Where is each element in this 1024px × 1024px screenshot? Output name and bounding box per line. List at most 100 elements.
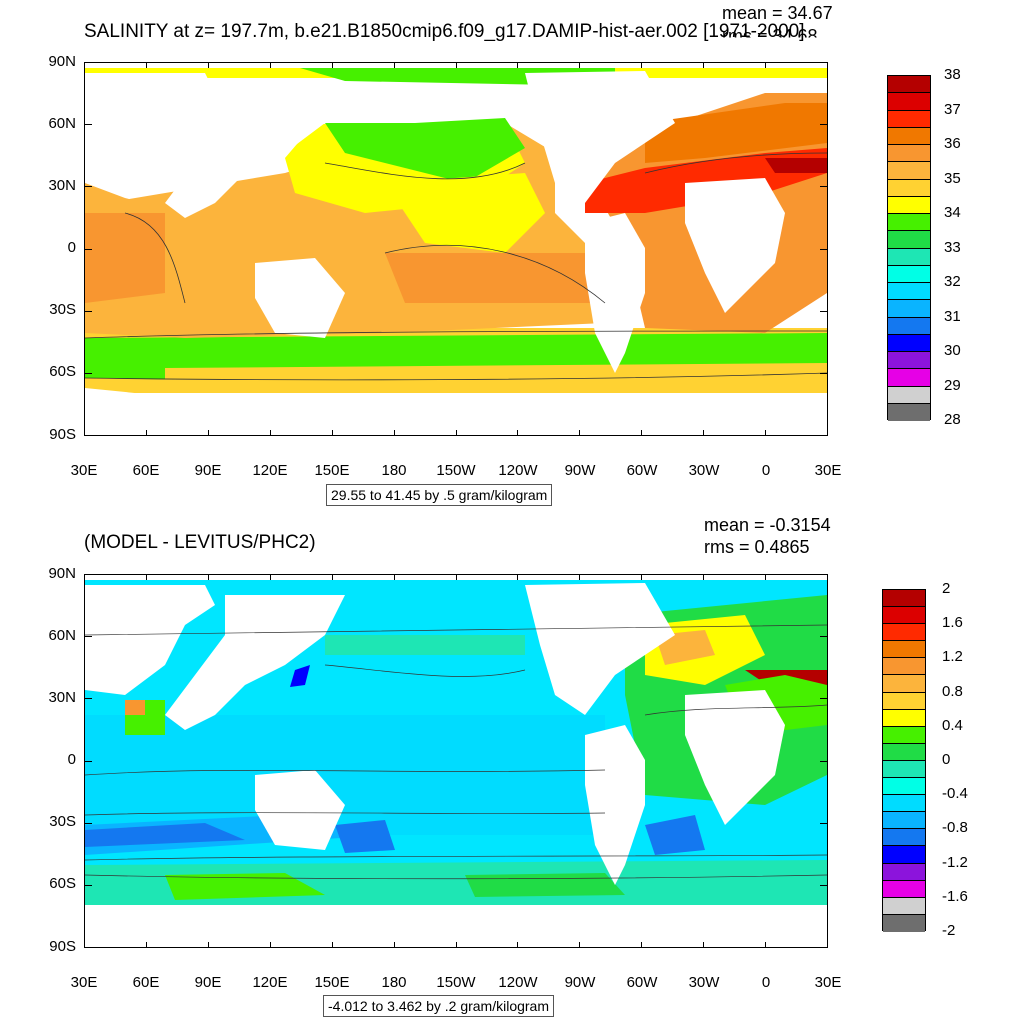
australia-land [255,258,345,338]
colorbar-swatch [883,914,925,932]
x-tick-label: 60E [132,974,160,991]
colorbar-swatch [888,214,930,232]
axis-tick [84,698,92,700]
axis-tick [269,574,271,580]
axis-tick [820,760,828,762]
axis-tick [84,310,92,312]
axis-tick [641,430,643,436]
colorbar-tick-label: 31 [944,307,961,325]
colorbar-swatch [883,795,925,813]
contour-range-note: 29.55 to 41.45 by .5 gram/kilogram [326,484,553,506]
axis-tick [84,430,85,436]
colorbar-swatch [888,248,930,266]
axis-tick [579,574,581,580]
axis-tick [84,62,85,68]
colorbar-swatch [883,880,925,898]
axis-tick [641,62,643,68]
salinity-map-plot [85,63,827,435]
axis-tick [820,124,828,126]
colorbar-swatch [888,386,930,404]
y-tick-label: 30S [49,813,76,830]
axis-tick [207,62,209,68]
axis-tick [765,574,767,580]
axis-tick [820,822,828,824]
page-subtitle: (MODEL - LEVITUS/PHC2) [84,532,316,553]
axis-tick [517,62,519,68]
colorbar-swatch [888,300,930,318]
axis-tick [145,942,147,948]
colorbar-tick-label: 0.8 [942,682,963,700]
colorbar-swatch [888,283,930,301]
axis-tick [84,574,85,580]
mean-value: mean = -0.3154 [704,515,831,535]
colorbar-swatch [883,675,925,693]
colorbar-tick-label: 28 [944,411,961,428]
x-tick-label: 60W [626,462,658,479]
colorbar-tick-label: 0.4 [942,716,963,734]
axis-tick [84,372,92,374]
x-tick-label: 120E [252,462,288,479]
y-tick-label: 90S [49,426,76,443]
colorbar-swatch [888,145,930,163]
africa-land [685,178,785,313]
colorbar-swatch [883,743,925,761]
axis-tick [84,636,92,638]
colorbar-swatch [883,590,925,608]
axis-tick [820,248,828,250]
x-tick-label: 120E [252,974,288,991]
axis-tick [331,942,333,948]
y-tick-label: 90N [48,565,76,582]
axis-tick [703,62,705,68]
axis-tick [641,574,643,580]
colorbar-swatch [883,760,925,779]
axis-tick [827,942,828,948]
axis-tick [84,884,92,886]
axis-tick [827,574,828,580]
axis-tick [820,186,828,188]
x-tick-label: 150W [436,974,476,991]
axis-tick [207,430,209,436]
axis-tick [765,62,767,68]
axis-tick [820,372,828,374]
x-tick-label: 90W [564,462,596,479]
colorbar-swatch [883,641,925,659]
axis-tick [455,430,457,436]
colorbar-tick-label: 32 [944,273,961,290]
axis-tick [207,942,209,948]
axis-tick [820,435,828,436]
axis-tick [703,942,705,948]
contour-lines [85,152,827,381]
colorbar-swatch [888,265,930,283]
axis-tick [820,947,828,948]
axis-tick [393,430,395,436]
y-tick-label: 60S [49,363,76,380]
axis-tick [84,124,92,126]
y-tick-label: 60N [48,627,76,644]
south-pacific-orange [385,253,605,303]
colorbar-swatch [888,93,930,111]
colorbar-tick-label: 37 [944,100,961,118]
asia-land [85,73,215,183]
axis-tick [145,430,147,436]
axis-tick [393,574,395,580]
colorbar-tick-label: -2 [942,922,956,939]
colorbar-tick-label: 2 [942,580,951,597]
axis-tick [455,942,457,948]
colorbar-swatch [888,352,930,370]
antarctica-land [85,393,827,435]
axis-tick [207,574,209,580]
colorbar-swatch [883,778,925,796]
antarctica-land [85,910,827,947]
axis-tick [517,574,519,580]
y-tick-label: 30N [48,177,76,194]
asia-land [85,585,215,695]
axis-tick [331,62,333,68]
axis-tick [579,62,581,68]
axis-tick [517,942,519,948]
difference-map-plot [85,575,827,947]
axis-tick [579,942,581,948]
colorbar-swatch [888,334,930,352]
x-tick-label: 30W [688,462,720,479]
x-tick-label: 30E [70,462,98,479]
colorbar-tick-label: 30 [944,342,961,359]
